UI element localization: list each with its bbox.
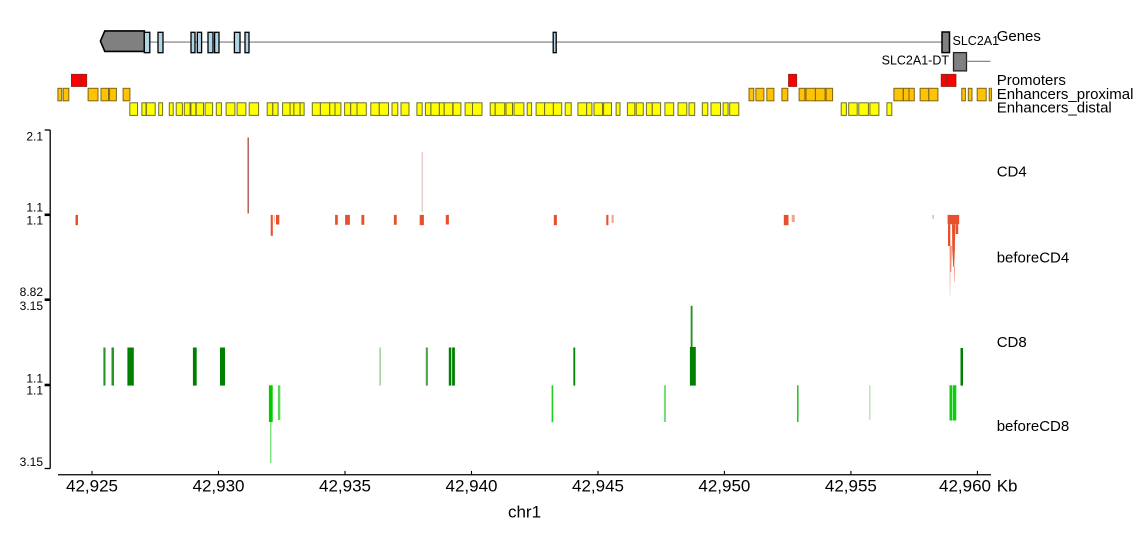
svg-text:beforeCD4: beforeCD4: [997, 250, 1070, 267]
svg-text:CD4: CD4: [997, 164, 1027, 181]
svg-text:42,925: 42,925: [66, 476, 118, 495]
svg-text:Kb: Kb: [997, 476, 1018, 495]
svg-text:3.15: 3.15: [20, 299, 44, 313]
svg-text:beforeCD8: beforeCD8: [997, 418, 1070, 435]
svg-text:Enhancers_distal: Enhancers_distal: [997, 100, 1112, 117]
svg-text:42,960: 42,960: [939, 476, 991, 495]
svg-text:CD8: CD8: [997, 334, 1027, 351]
svg-text:SLC2A1: SLC2A1: [953, 34, 1000, 48]
svg-text:Enhancers_proximal: Enhancers_proximal: [997, 86, 1133, 103]
svg-text:Genes: Genes: [997, 28, 1041, 45]
svg-text:1.1: 1.1: [26, 384, 43, 398]
svg-text:42,955: 42,955: [825, 476, 877, 495]
svg-text:1.1: 1.1: [26, 201, 43, 215]
svg-text:SLC2A1-DT: SLC2A1-DT: [882, 54, 950, 68]
svg-text:chr1: chr1: [508, 503, 541, 522]
svg-text:42,935: 42,935: [319, 476, 371, 495]
svg-text:3.15: 3.15: [20, 455, 44, 469]
svg-text:42,930: 42,930: [193, 476, 245, 495]
svg-text:1.1: 1.1: [26, 372, 43, 386]
svg-text:Promoters: Promoters: [997, 72, 1066, 89]
svg-text:42,950: 42,950: [698, 476, 750, 495]
svg-text:1.1: 1.1: [26, 214, 43, 228]
svg-text:42,945: 42,945: [572, 476, 624, 495]
svg-text:2.1: 2.1: [26, 130, 43, 144]
svg-text:8.82: 8.82: [20, 285, 44, 299]
svg-text:42,940: 42,940: [446, 476, 498, 495]
